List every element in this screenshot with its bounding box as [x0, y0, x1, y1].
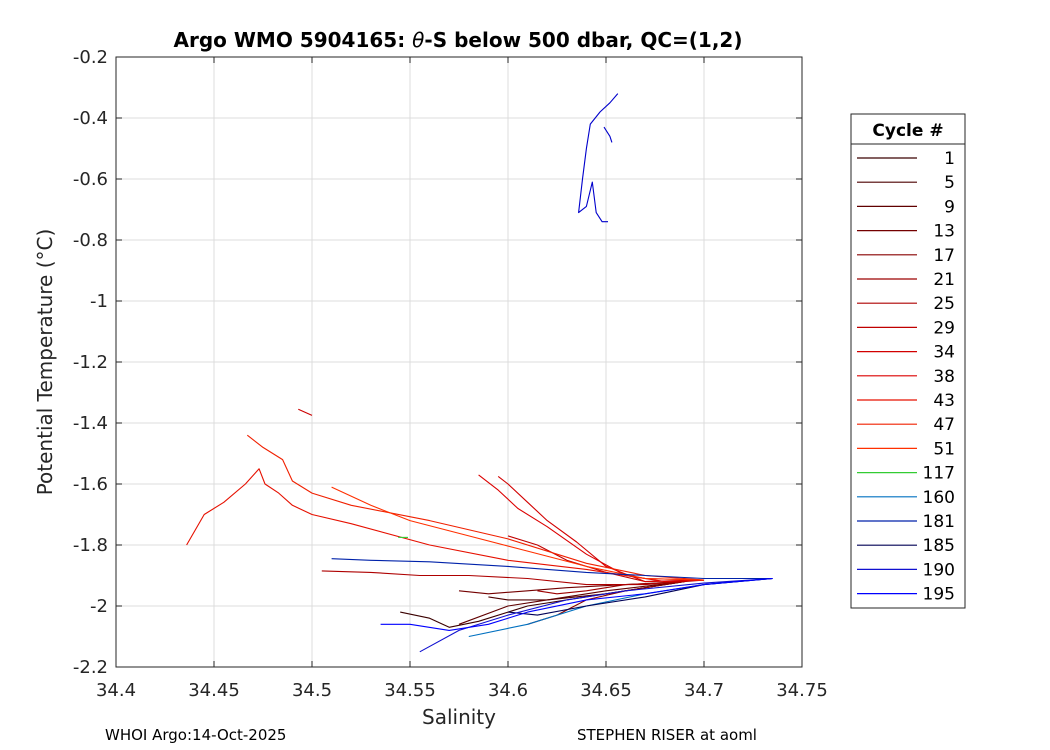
legend-label: 9 — [944, 197, 955, 217]
legend-label: 13 — [933, 222, 955, 242]
x-tick-label: 34.5 — [292, 680, 332, 701]
x-tick-label: 34.7 — [684, 680, 724, 701]
legend-label: 47 — [933, 415, 955, 435]
legend-item-cycle-47: 47 — [857, 415, 955, 435]
series-line-cycle-34 — [497, 475, 705, 583]
series-line-cycle-43 — [186, 468, 705, 581]
legend-label: 181 — [923, 512, 955, 532]
legend-label: 38 — [933, 367, 955, 387]
x-tick-label: 34.75 — [776, 680, 828, 701]
legend-title: Cycle # — [872, 121, 943, 141]
legend-box — [850, 113, 966, 609]
legend-label: 1 — [944, 149, 955, 169]
legend-item-cycle-43: 43 — [857, 391, 955, 411]
legend-item-cycle-29: 29 — [857, 318, 955, 338]
legend-label: 195 — [923, 585, 955, 605]
y-axis-label: Potential Temperature (°C) — [33, 229, 57, 496]
series-line-cycle-181 — [331, 558, 773, 580]
legend-item-cycle-34: 34 — [857, 343, 955, 363]
plot-area: 34.4 34.45 34.5 34.55 34.6 34.65 34.7 34.75 -0.… — [73, 47, 828, 701]
legend-item-cycle-13: 13 — [857, 222, 955, 242]
series-line-cycle-195 — [380, 577, 773, 631]
y-tick-label: -0.4 — [73, 108, 108, 129]
legend-label: 190 — [923, 560, 955, 580]
y-tick-label: -2 — [90, 596, 108, 617]
x-tick-label: 34.4 — [96, 680, 136, 701]
series-line-extra — [578, 93, 619, 223]
legend-label: 117 — [923, 464, 955, 484]
y-tick-label: -1.6 — [73, 474, 108, 495]
legend-label: 34 — [933, 343, 955, 363]
series-line-cycle-47 — [246, 434, 705, 581]
legend-item-cycle-38: 38 — [857, 367, 955, 387]
footer-right: STEPHEN RISER at aoml — [577, 726, 757, 744]
y-tick-label: -0.2 — [73, 47, 108, 68]
legend-label: 5 — [944, 173, 955, 193]
footer-left: WHOI Argo:14-Oct-2025 — [105, 726, 286, 744]
y-tick-label: -0.6 — [73, 169, 108, 190]
y-tick-label: -1.2 — [73, 352, 108, 373]
legend-item-cycle-181: 181 — [857, 512, 955, 532]
y-tick-labels: -0.2 -0.4 -0.6 -0.8 -1 -1.2 -1.4 -1.6 -1.8 -2 -2.2 — [73, 47, 108, 678]
legend-item-cycle-195: 195 — [857, 585, 955, 605]
legend-item-cycle-190: 190 — [857, 560, 955, 580]
x-tick-label: 34.45 — [188, 680, 240, 701]
series-line-cycle-9 — [458, 581, 685, 625]
legend-item-cycle-9: 9 — [857, 197, 955, 217]
legend-label: 160 — [923, 488, 955, 508]
x-axis-label: Salinity — [422, 705, 496, 729]
chart-title: Argo WMO 5904165: θ-S below 500 dbar, QC… — [174, 28, 743, 52]
series-line-cycle-21 — [537, 581, 685, 595]
series-line-extra — [298, 408, 313, 416]
x-tick-labels: 34.4 34.45 34.5 34.55 34.6 34.65 34.7 34.75 — [96, 680, 828, 701]
legend-item-cycle-5: 5 — [857, 173, 955, 193]
series-line-cycle-38 — [478, 474, 705, 583]
legend: Cycle # 1 5 9 13 17 21 25 29 34 38 43 47 51 117 160 181… — [850, 113, 966, 609]
legend-item-cycle-17: 17 — [857, 246, 955, 266]
y-tick-label: -2.2 — [73, 657, 108, 678]
legend-label: 43 — [933, 391, 955, 411]
legend-label: 17 — [933, 246, 955, 266]
series-line-extra — [603, 126, 613, 143]
y-tick-label: -1.8 — [73, 535, 108, 556]
x-tick-label: 34.6 — [488, 680, 528, 701]
series-line-cycle-25 — [321, 570, 705, 586]
legend-item-cycle-1: 1 — [857, 149, 955, 169]
legend-label: 21 — [933, 270, 955, 290]
y-tick-label: -1.4 — [73, 413, 108, 434]
legend-label: 25 — [933, 294, 955, 314]
y-tick-label: -0.8 — [73, 230, 108, 251]
legend-label: 185 — [923, 536, 955, 556]
legend-item-cycle-185: 185 — [857, 536, 955, 556]
tick-marks — [115, 56, 803, 668]
legend-item-cycle-25: 25 — [857, 294, 955, 314]
legend-item-cycle-117: 117 — [857, 464, 955, 484]
legend-items: 1 5 9 13 17 21 25 29 34 38 43 47 51 117 160 181 185 190 19… — [857, 149, 955, 605]
y-tick-label: -1 — [90, 291, 108, 312]
series-line-cycle-190 — [419, 577, 773, 653]
legend-item-cycle-160: 160 — [857, 488, 955, 508]
series-line-cycle-51 — [331, 486, 705, 581]
legend-item-cycle-51: 51 — [857, 439, 955, 459]
x-tick-label: 34.65 — [580, 680, 632, 701]
legend-label: 29 — [933, 318, 955, 338]
series-lines — [186, 93, 773, 653]
legend-item-cycle-21: 21 — [857, 270, 955, 290]
legend-label: 51 — [933, 439, 955, 459]
x-tick-label: 34.55 — [384, 680, 436, 701]
